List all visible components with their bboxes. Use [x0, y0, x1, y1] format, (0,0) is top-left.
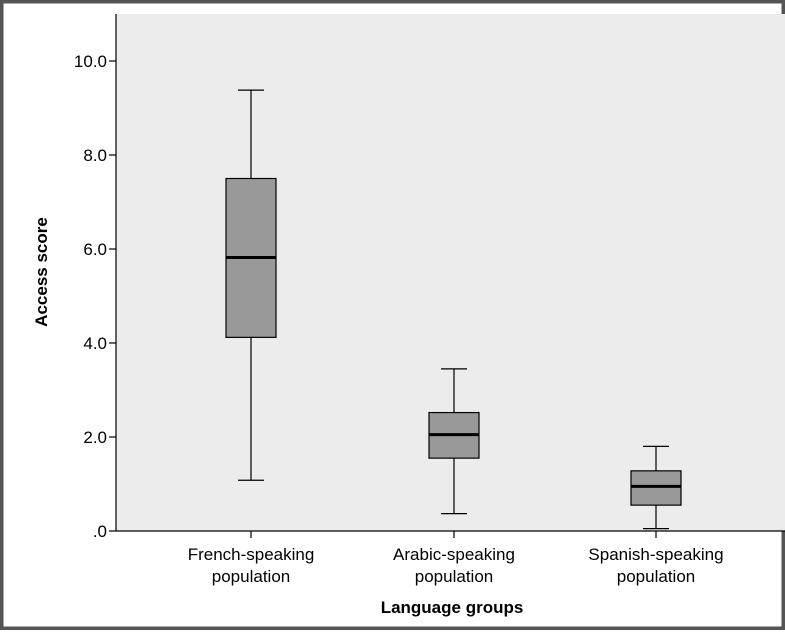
x-category-label-line1: French-speaking [188, 545, 315, 564]
x-category-label-line2: population [212, 567, 290, 586]
box-1 [225, 89, 277, 481]
y-tick-label: 2.0 [83, 428, 107, 447]
y-axis-ticks: .0 2.0 4.0 6.0 8.0 10.0 [74, 52, 116, 541]
boxes [225, 89, 682, 530]
y-axis-title: Access score [32, 217, 51, 327]
box-3 [630, 445, 682, 530]
x-axis-ticks: French-speaking population Arabic-speaking… [188, 531, 724, 586]
x-category-label-line1: Arabic-speaking [393, 545, 515, 564]
y-tick-label: 8.0 [83, 146, 107, 165]
x-category-label-line2: population [415, 567, 493, 586]
x-category-label-line2: population [617, 567, 695, 586]
x-axis-title: Language groups [381, 598, 524, 617]
y-tick-label: 4.0 [83, 334, 107, 353]
iqr-box [630, 470, 682, 506]
box-2 [428, 368, 480, 515]
y-tick-label: .0 [93, 522, 107, 541]
x-category-label-line1: Spanish-speaking [588, 545, 723, 564]
y-tick-label: 10.0 [74, 52, 107, 71]
y-tick-label: 6.0 [83, 240, 107, 259]
